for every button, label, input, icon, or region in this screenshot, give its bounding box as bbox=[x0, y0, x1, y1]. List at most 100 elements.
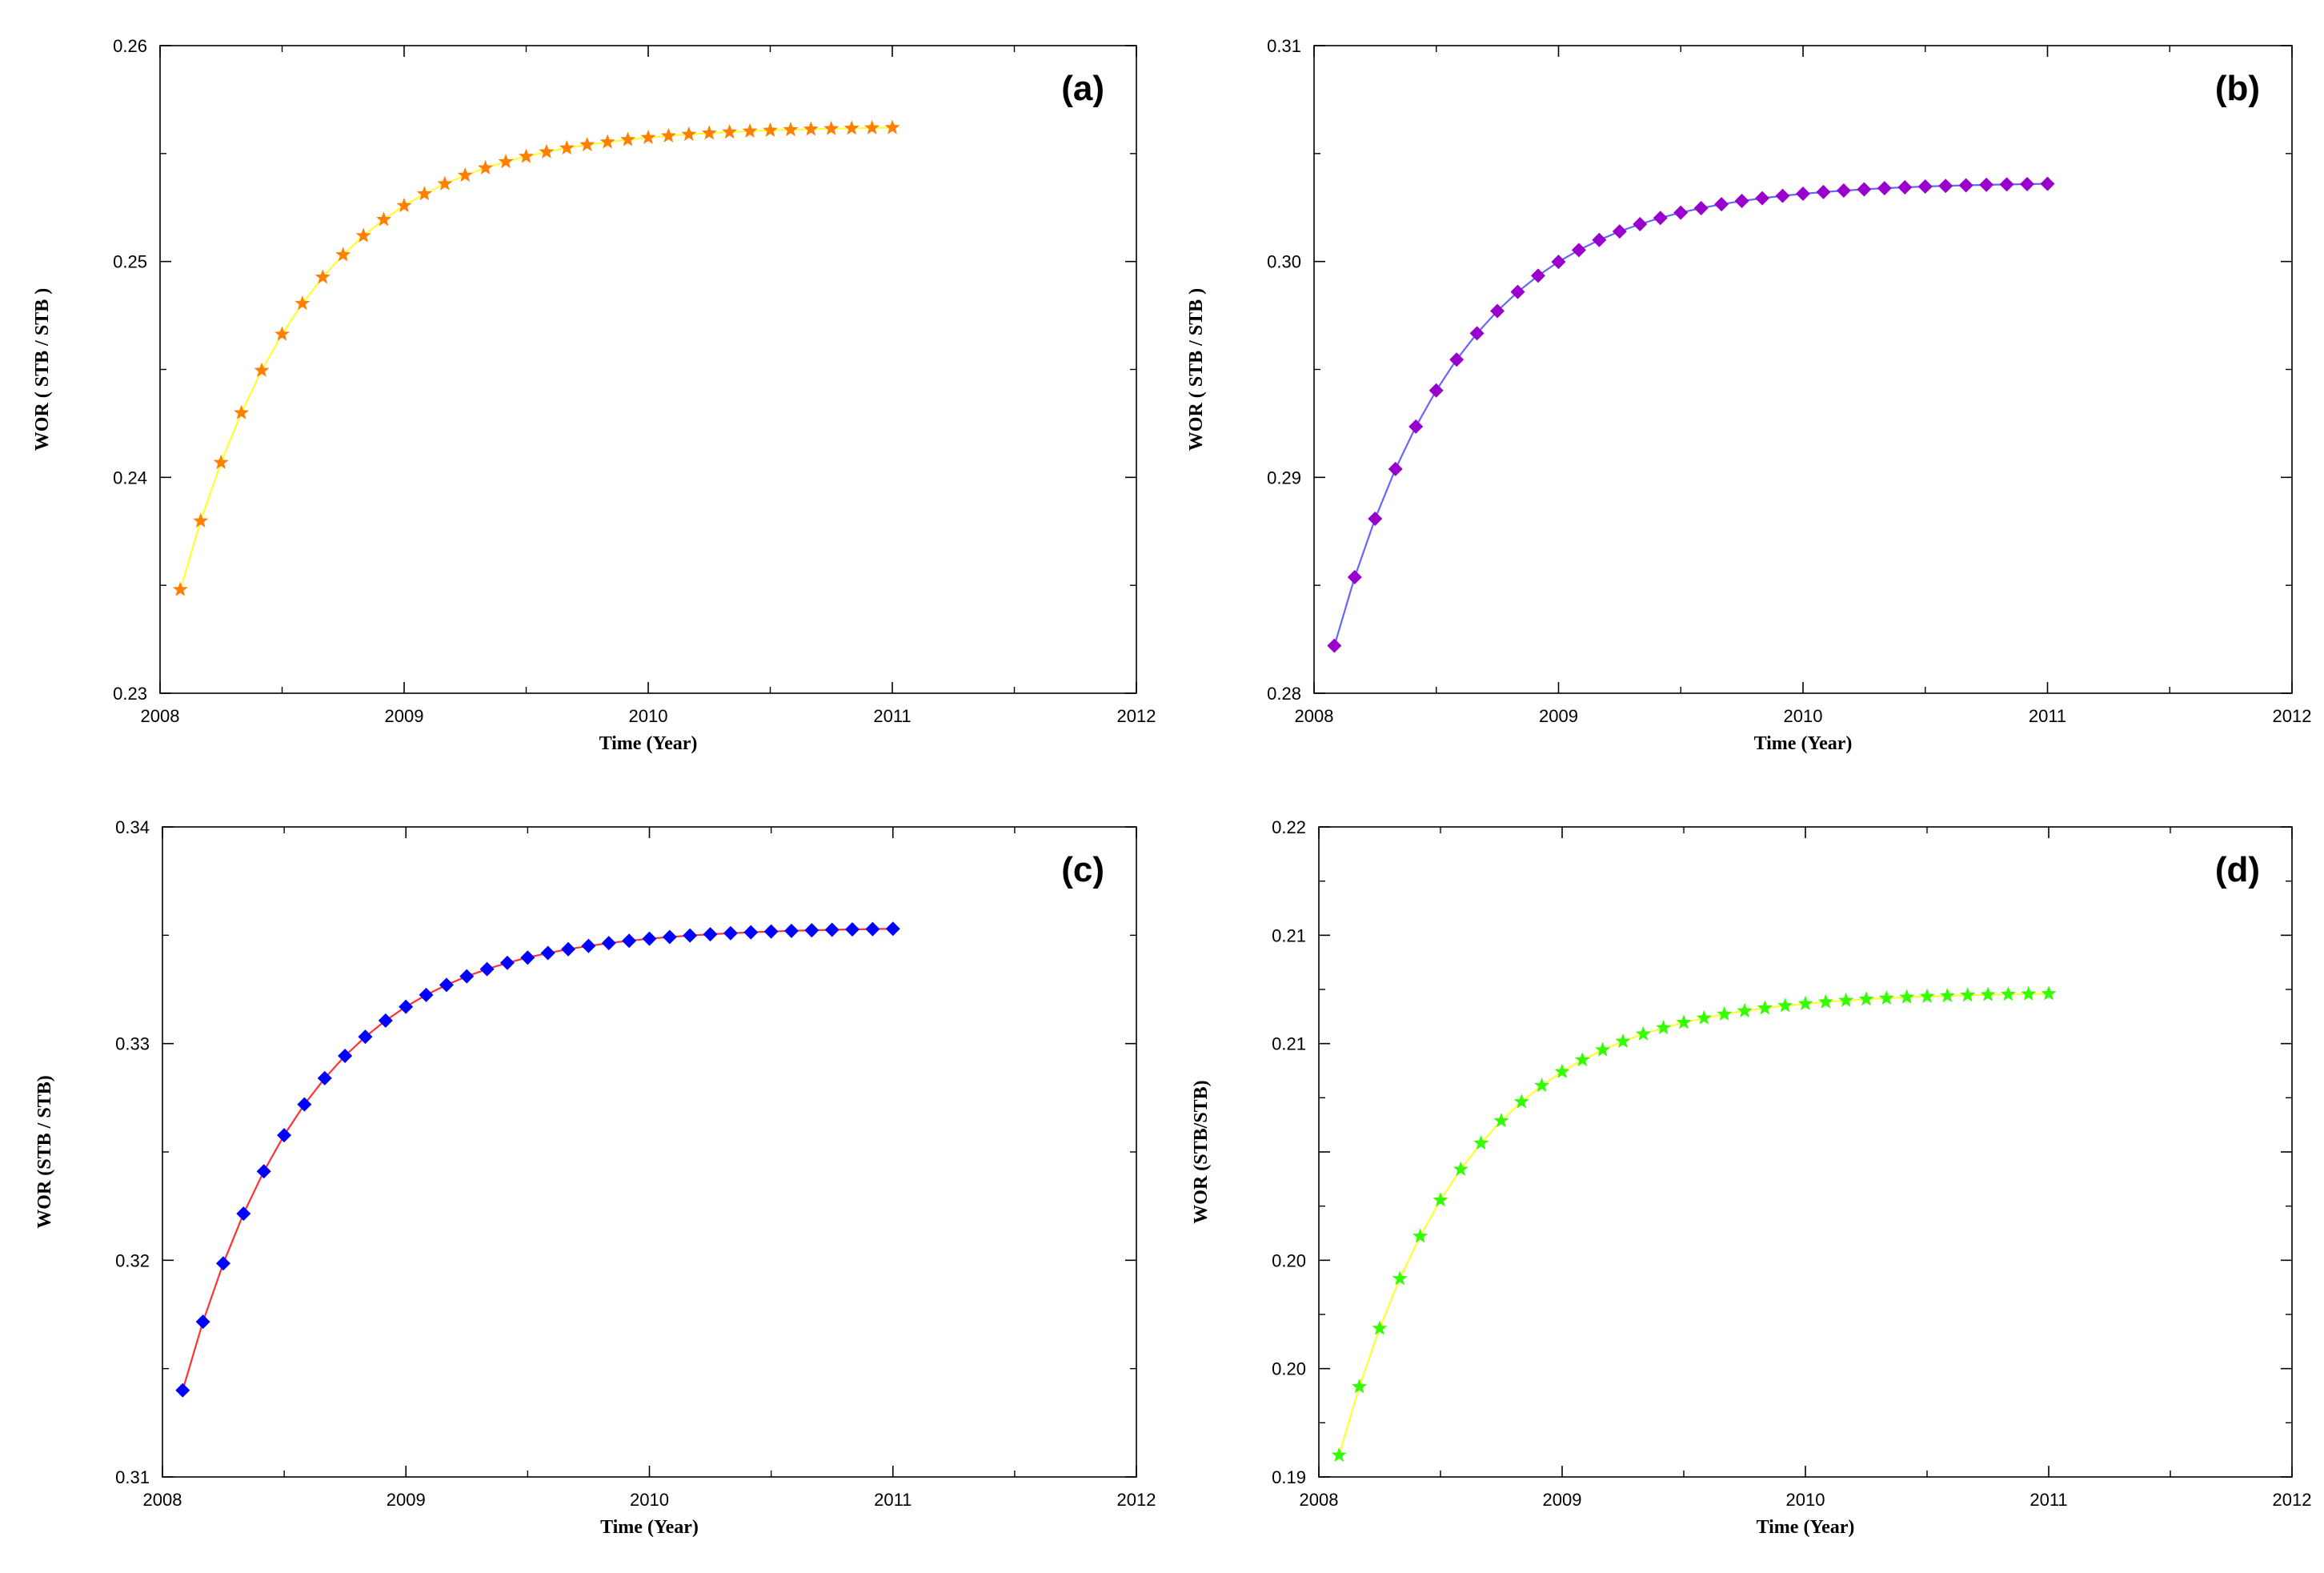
data-point bbox=[1574, 1052, 1590, 1067]
data-point bbox=[1595, 1041, 1611, 1057]
data-point bbox=[317, 1070, 332, 1085]
data-point bbox=[1428, 383, 1444, 398]
data-point bbox=[1877, 181, 1892, 196]
chart-panel-d: 2008 2009 2010 2011 2012 0.19 0.20 0.20 0.21 0.21… bbox=[1191, 817, 2311, 1538]
y-tick-label: 0.34 bbox=[115, 817, 150, 837]
y-tick-label: 0.26 bbox=[113, 36, 147, 56]
data-point bbox=[640, 129, 656, 144]
data-point bbox=[1878, 990, 1894, 1005]
data-point bbox=[416, 186, 432, 201]
data-point bbox=[540, 945, 555, 961]
data-point bbox=[581, 938, 596, 953]
chart-panel-c: 2008 2009 2010 2011 2012 0.31 0.32 0.33 0.34 Time… bbox=[34, 817, 1156, 1538]
data-point bbox=[338, 1048, 353, 1063]
data-point bbox=[399, 999, 414, 1014]
data-point bbox=[2041, 985, 2057, 1001]
data-point bbox=[1693, 200, 1709, 215]
data-point bbox=[1635, 1025, 1651, 1041]
data-point bbox=[843, 120, 859, 135]
y-axis-title: WOR (STB/STB) bbox=[1191, 1080, 1212, 1223]
data-point bbox=[1352, 1378, 1368, 1394]
x-tick-label: 2010 bbox=[630, 1490, 669, 1510]
data-point bbox=[1473, 1135, 1489, 1150]
y-tick-label: 0.30 bbox=[1267, 252, 1301, 272]
x-tick-label: 2011 bbox=[2029, 706, 2066, 726]
data-point bbox=[1980, 986, 1996, 1001]
data-point bbox=[1388, 461, 1403, 476]
data-point bbox=[1817, 993, 1833, 1009]
data-point bbox=[335, 247, 351, 262]
data-point bbox=[1554, 1063, 1570, 1078]
data-point bbox=[783, 122, 799, 137]
data-point bbox=[213, 454, 229, 469]
data-point bbox=[498, 154, 514, 169]
data-point bbox=[439, 977, 454, 993]
x-tick-label: 2012 bbox=[1117, 706, 1156, 726]
data-point bbox=[622, 933, 637, 949]
data-point bbox=[845, 922, 860, 937]
data-point bbox=[723, 925, 738, 941]
data-point bbox=[1372, 1320, 1388, 1335]
data-point bbox=[1392, 1270, 1408, 1286]
data-point bbox=[1656, 1020, 1672, 1035]
x-tick-label: 2010 bbox=[1786, 1490, 1825, 1510]
x-axis-title: Time (Year) bbox=[599, 733, 698, 754]
y-tick-label: 0.21 bbox=[1272, 925, 1306, 945]
data-point bbox=[1676, 1014, 1692, 1029]
data-point bbox=[2021, 985, 2037, 1001]
data-point bbox=[1737, 1002, 1753, 1017]
data-point bbox=[479, 961, 495, 977]
x-tick-label: 2011 bbox=[2029, 1490, 2067, 1510]
data-point bbox=[297, 1097, 312, 1112]
data-point bbox=[1327, 638, 1342, 653]
data-point bbox=[1717, 1006, 1733, 1021]
data-point bbox=[175, 1382, 190, 1398]
data-point bbox=[1755, 191, 1770, 206]
data-point bbox=[1493, 1113, 1509, 1128]
data-point bbox=[662, 929, 677, 945]
data-point bbox=[376, 211, 391, 227]
x-tick-label: 2009 bbox=[387, 1490, 426, 1510]
x-tick-label: 2009 bbox=[1543, 1490, 1582, 1510]
x-tick-label: 2008 bbox=[143, 1490, 182, 1510]
y-tick-label: 0.33 bbox=[115, 1034, 150, 1054]
data-point bbox=[722, 124, 738, 139]
data-point bbox=[561, 941, 576, 957]
data-point bbox=[459, 969, 475, 984]
data-point bbox=[1816, 184, 1831, 199]
data-point bbox=[599, 134, 615, 149]
panel-label: (c) bbox=[1061, 850, 1104, 889]
chart-panel-b: 2008 2009 2010 2011 2012 0.28 0.29 0.30 0.31 Time… bbox=[1186, 36, 2311, 754]
y-tick-label: 0.19 bbox=[1272, 1467, 1306, 1487]
data-point bbox=[1513, 1093, 1529, 1109]
x-tick-label: 2011 bbox=[874, 1490, 912, 1510]
data-point bbox=[1897, 180, 1913, 195]
data-point bbox=[1757, 1000, 1773, 1015]
y-tick-label: 0.24 bbox=[113, 467, 147, 488]
y-tick-label: 0.31 bbox=[115, 1467, 150, 1487]
data-point bbox=[1734, 194, 1749, 209]
data-point bbox=[1999, 177, 2014, 192]
data-point bbox=[1510, 284, 1525, 299]
x-tick-label: 2008 bbox=[141, 706, 180, 726]
data-point bbox=[703, 927, 718, 942]
data-point bbox=[419, 987, 434, 1002]
data-point bbox=[1432, 1192, 1448, 1207]
data-point bbox=[355, 227, 371, 243]
y-axis-title: WOR ( STB / STB ) bbox=[1186, 288, 1207, 451]
y-tick-label: 0.29 bbox=[1267, 467, 1301, 488]
data-point bbox=[1368, 512, 1383, 527]
data-point bbox=[358, 1029, 373, 1045]
panel-label: (d) bbox=[2215, 850, 2260, 889]
data-point bbox=[865, 921, 880, 937]
data-point bbox=[1534, 1077, 1550, 1093]
data-point bbox=[1653, 211, 1668, 226]
x-tick-label: 2012 bbox=[1117, 1490, 1156, 1510]
x-axis-title: Time (Year) bbox=[1757, 1517, 1855, 1538]
y-tick-label: 0.25 bbox=[113, 252, 147, 272]
data-point bbox=[1938, 179, 1953, 194]
data-point bbox=[1673, 205, 1689, 220]
y-tick-label: 0.32 bbox=[115, 1250, 150, 1270]
data-point bbox=[783, 923, 799, 938]
